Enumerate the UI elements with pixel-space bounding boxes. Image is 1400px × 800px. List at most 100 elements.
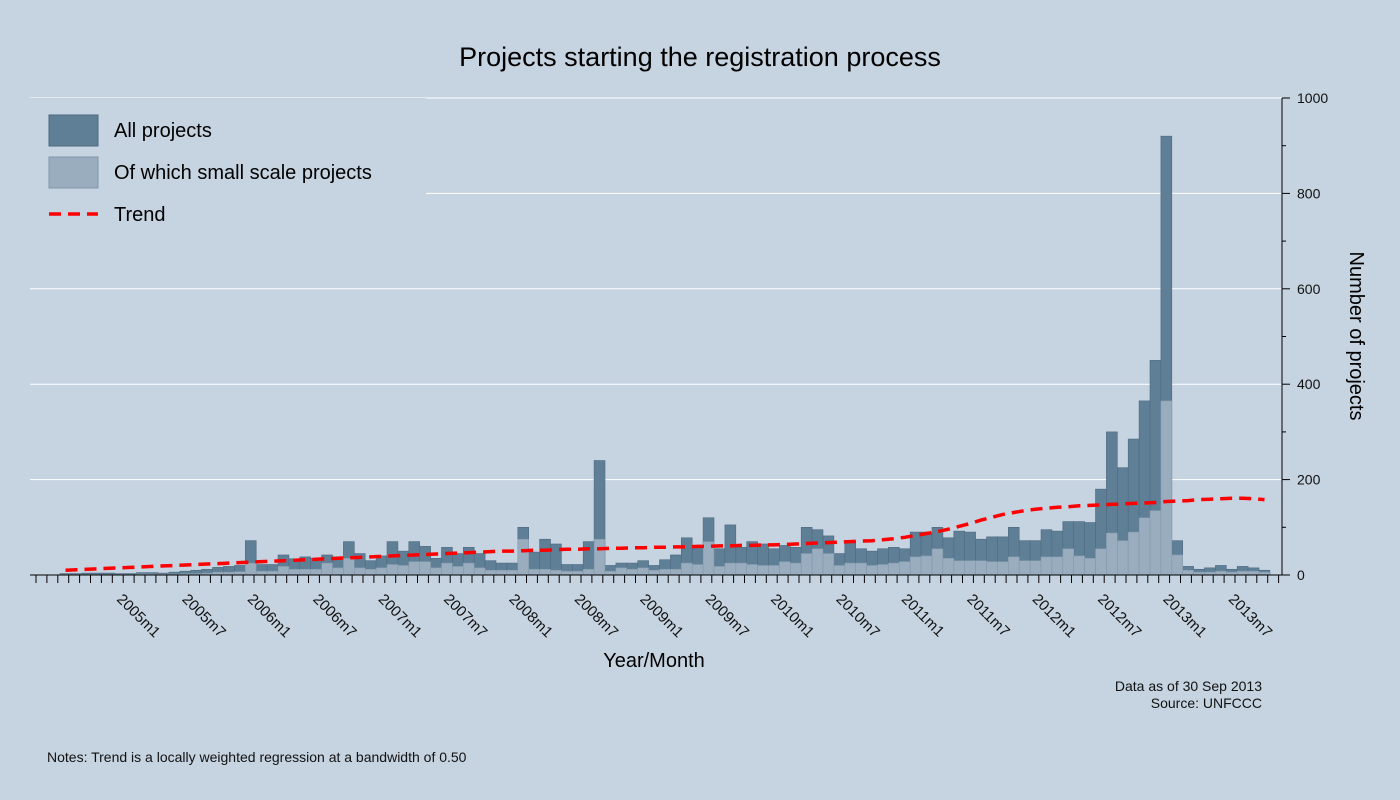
bar bbox=[789, 562, 802, 576]
x-tick-label: 2013m7 bbox=[1225, 591, 1275, 641]
bar bbox=[1247, 570, 1260, 576]
bar bbox=[691, 564, 704, 576]
bar bbox=[735, 562, 747, 576]
y-tick-label: 200 bbox=[1297, 472, 1321, 488]
bar bbox=[1106, 532, 1118, 576]
bar bbox=[920, 555, 933, 576]
x-axis-label: Year/Month bbox=[603, 650, 705, 672]
bar bbox=[724, 562, 737, 576]
legend-label-small-scale: Of which small scale projects bbox=[114, 162, 372, 184]
x-tick-label: 2008m7 bbox=[571, 591, 621, 641]
bar bbox=[321, 562, 333, 576]
legend-label-all-projects: All projects bbox=[114, 120, 212, 142]
bar bbox=[517, 538, 529, 576]
x-tick-label: 2009m1 bbox=[636, 591, 686, 641]
bar bbox=[343, 558, 355, 576]
bar bbox=[593, 538, 606, 576]
x-tick-label: 2007m1 bbox=[375, 591, 425, 641]
bar bbox=[571, 570, 584, 576]
bar bbox=[375, 567, 388, 576]
bar bbox=[288, 568, 301, 576]
x-tick-label: 2008m1 bbox=[506, 591, 556, 641]
bar bbox=[441, 562, 453, 576]
y-tick-label: 800 bbox=[1297, 185, 1321, 201]
trend-polyline bbox=[65, 496, 1265, 572]
bar bbox=[779, 561, 791, 576]
bar bbox=[626, 568, 638, 576]
bar bbox=[1215, 570, 1227, 576]
x-tick-label: 2010m7 bbox=[833, 591, 883, 641]
bar bbox=[986, 561, 998, 576]
legend-swatch-all-projects bbox=[48, 114, 99, 147]
bar bbox=[528, 568, 540, 576]
bar bbox=[877, 564, 889, 576]
bar bbox=[1084, 558, 1096, 576]
bar bbox=[822, 553, 835, 576]
bar bbox=[1051, 556, 1064, 576]
bar bbox=[833, 565, 846, 576]
bar bbox=[997, 561, 1009, 576]
bar bbox=[800, 553, 813, 576]
bar bbox=[245, 562, 257, 576]
bar bbox=[234, 571, 246, 576]
bar bbox=[452, 566, 464, 576]
bar bbox=[757, 565, 769, 576]
bar bbox=[746, 564, 758, 576]
bar bbox=[909, 556, 922, 576]
x-axis-ticks: 2005m1 2005m7 2006m1 2006m7 2007m1 2007m7 2008… bbox=[35, 575, 1280, 641]
bar bbox=[550, 569, 562, 576]
bar bbox=[768, 565, 780, 576]
bar bbox=[1062, 548, 1075, 576]
bar bbox=[866, 565, 878, 576]
bar bbox=[1117, 540, 1129, 576]
x-tick-label: 2006m7 bbox=[309, 591, 359, 641]
data-date-note: Data as of 30 Sep 2013 bbox=[1115, 678, 1262, 694]
bar bbox=[1007, 556, 1020, 576]
chart-title: Projects starting the registration proce… bbox=[459, 42, 941, 72]
bar bbox=[964, 560, 976, 576]
bar bbox=[462, 562, 475, 576]
x-tick-label: 2006m1 bbox=[244, 591, 294, 641]
y-axis-label: Number of projects bbox=[1345, 252, 1367, 421]
y-tick-label: 400 bbox=[1297, 376, 1321, 392]
bar bbox=[855, 562, 867, 576]
x-tick-label: 2013m1 bbox=[1160, 591, 1210, 641]
x-tick-label: 2011m7 bbox=[963, 591, 1013, 641]
x-tick-label: 2005m7 bbox=[179, 591, 229, 641]
y-tick-label: 1000 bbox=[1297, 90, 1328, 106]
bar bbox=[430, 567, 442, 576]
bar bbox=[539, 568, 551, 576]
legend-label-trend: Trend bbox=[114, 204, 166, 226]
bar bbox=[364, 568, 377, 576]
y-tick-label: 600 bbox=[1297, 281, 1321, 297]
x-tick-label: 2012m1 bbox=[1029, 591, 1079, 641]
bar bbox=[353, 567, 366, 576]
bar bbox=[1029, 560, 1042, 576]
bar bbox=[931, 548, 944, 576]
bar bbox=[310, 568, 322, 576]
bar bbox=[495, 569, 508, 576]
bar bbox=[582, 568, 595, 576]
bar bbox=[1073, 555, 1085, 576]
bar bbox=[659, 568, 671, 576]
bar bbox=[408, 561, 420, 576]
x-tick-label: 2010m1 bbox=[767, 591, 817, 641]
bar bbox=[844, 562, 856, 576]
legend: All projects Of which small scale projec… bbox=[28, 98, 426, 234]
bar bbox=[1171, 554, 1184, 576]
bar bbox=[680, 562, 693, 576]
x-tick-label: 2005m1 bbox=[113, 591, 163, 641]
bar bbox=[953, 560, 965, 576]
bar bbox=[637, 567, 649, 576]
bar bbox=[1138, 517, 1151, 576]
bar bbox=[419, 561, 431, 576]
bar bbox=[1182, 569, 1194, 576]
bar bbox=[255, 570, 268, 576]
bar bbox=[386, 564, 399, 576]
bar bbox=[1160, 400, 1173, 576]
footnote: Notes: Trend is a locally weighted regre… bbox=[47, 749, 467, 765]
bar bbox=[975, 560, 987, 576]
bar bbox=[473, 567, 486, 576]
x-tick-label: 2012m7 bbox=[1094, 591, 1144, 641]
